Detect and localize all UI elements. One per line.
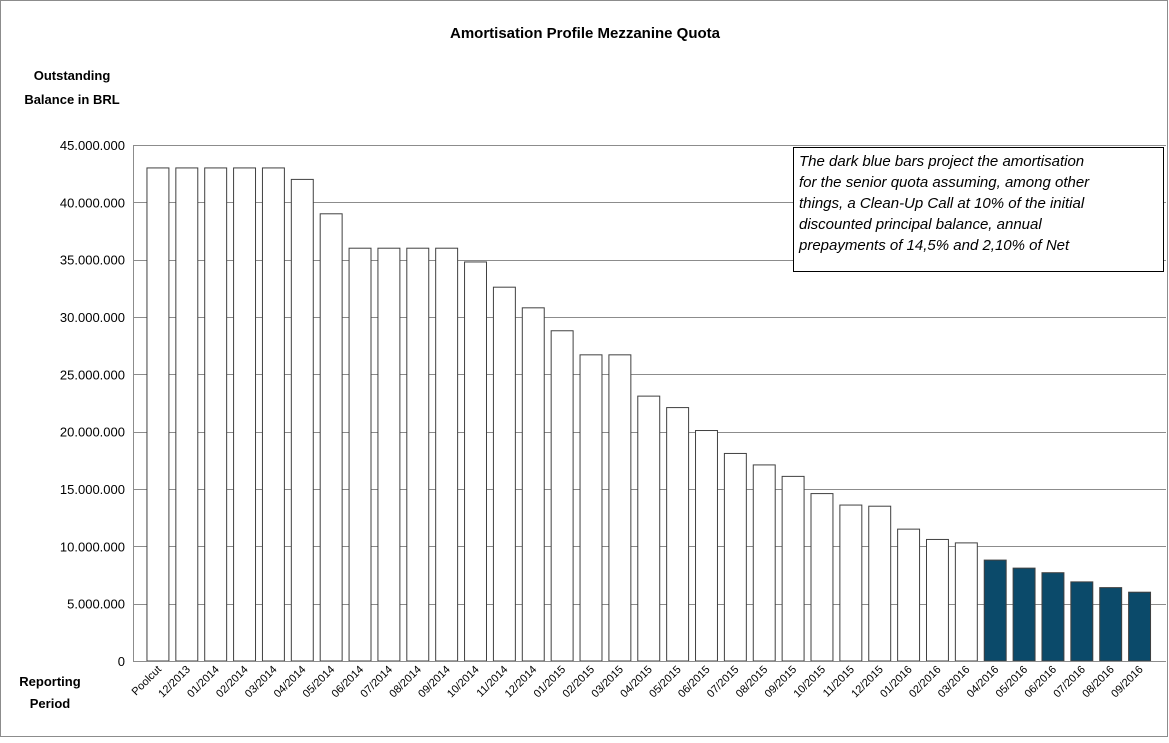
bar xyxy=(464,261,487,662)
bar xyxy=(1041,572,1065,662)
bar xyxy=(261,167,285,662)
bar xyxy=(290,178,314,662)
y-tick-label: 0 xyxy=(118,654,125,669)
y-tick-label: 5.000.000 xyxy=(67,597,125,612)
bar xyxy=(954,542,978,662)
y-tick-label: 30.000.000 xyxy=(60,310,125,325)
chart-title: Amortisation Profile Mezzanine Quota xyxy=(450,25,721,42)
bar xyxy=(723,452,747,662)
bar xyxy=(752,464,776,662)
bar xyxy=(204,167,228,662)
bar xyxy=(1070,581,1094,662)
bar xyxy=(435,247,459,662)
annotation-text: prepayments of 14,5% and 2,10% of Net xyxy=(798,237,1070,254)
bar xyxy=(348,247,372,662)
bar xyxy=(492,286,516,662)
x-axis-label: Period xyxy=(30,696,71,711)
y-tick-label: 15.000.000 xyxy=(60,482,125,497)
bar xyxy=(377,247,401,662)
y-tick-label: 10.000.000 xyxy=(60,539,125,554)
bar xyxy=(983,559,1007,662)
annotation-box xyxy=(793,147,1164,272)
bar xyxy=(810,493,834,662)
annotation-text: The dark blue bars project the amortisat… xyxy=(799,153,1084,170)
x-axis-label: Reporting xyxy=(19,674,80,689)
annotation-text: discounted principal balance, annual xyxy=(799,216,1042,233)
bar xyxy=(839,504,863,662)
bar xyxy=(1012,567,1036,662)
bar xyxy=(1128,591,1152,662)
bar xyxy=(925,538,949,662)
y-tick-label: 40.000.000 xyxy=(60,195,125,210)
bar xyxy=(521,307,545,662)
bar xyxy=(550,330,574,662)
bar xyxy=(579,354,603,662)
bar xyxy=(637,395,661,662)
bar xyxy=(175,167,199,662)
y-tick-label: 25.000.000 xyxy=(60,367,125,382)
bar xyxy=(608,354,632,662)
bar xyxy=(781,475,805,662)
bar xyxy=(666,407,690,662)
bar xyxy=(406,247,430,662)
y-tick-label: 20.000.000 xyxy=(60,425,125,440)
bar xyxy=(1099,587,1123,662)
annotation-text: things, a Clean-Up Call at 10% of the in… xyxy=(799,195,1085,212)
y-axis-label: Outstanding xyxy=(34,68,111,83)
bar xyxy=(146,167,170,662)
bar xyxy=(695,430,718,662)
bar xyxy=(897,528,921,662)
bar xyxy=(233,167,257,662)
y-tick-label: 45.000.000 xyxy=(60,138,125,153)
bar xyxy=(319,213,343,662)
bar xyxy=(868,505,892,662)
y-tick-label: 35.000.000 xyxy=(60,253,125,268)
annotation-text: for the senior quota assuming, among oth… xyxy=(799,174,1090,191)
y-axis-label: Balance in BRL xyxy=(24,92,119,107)
